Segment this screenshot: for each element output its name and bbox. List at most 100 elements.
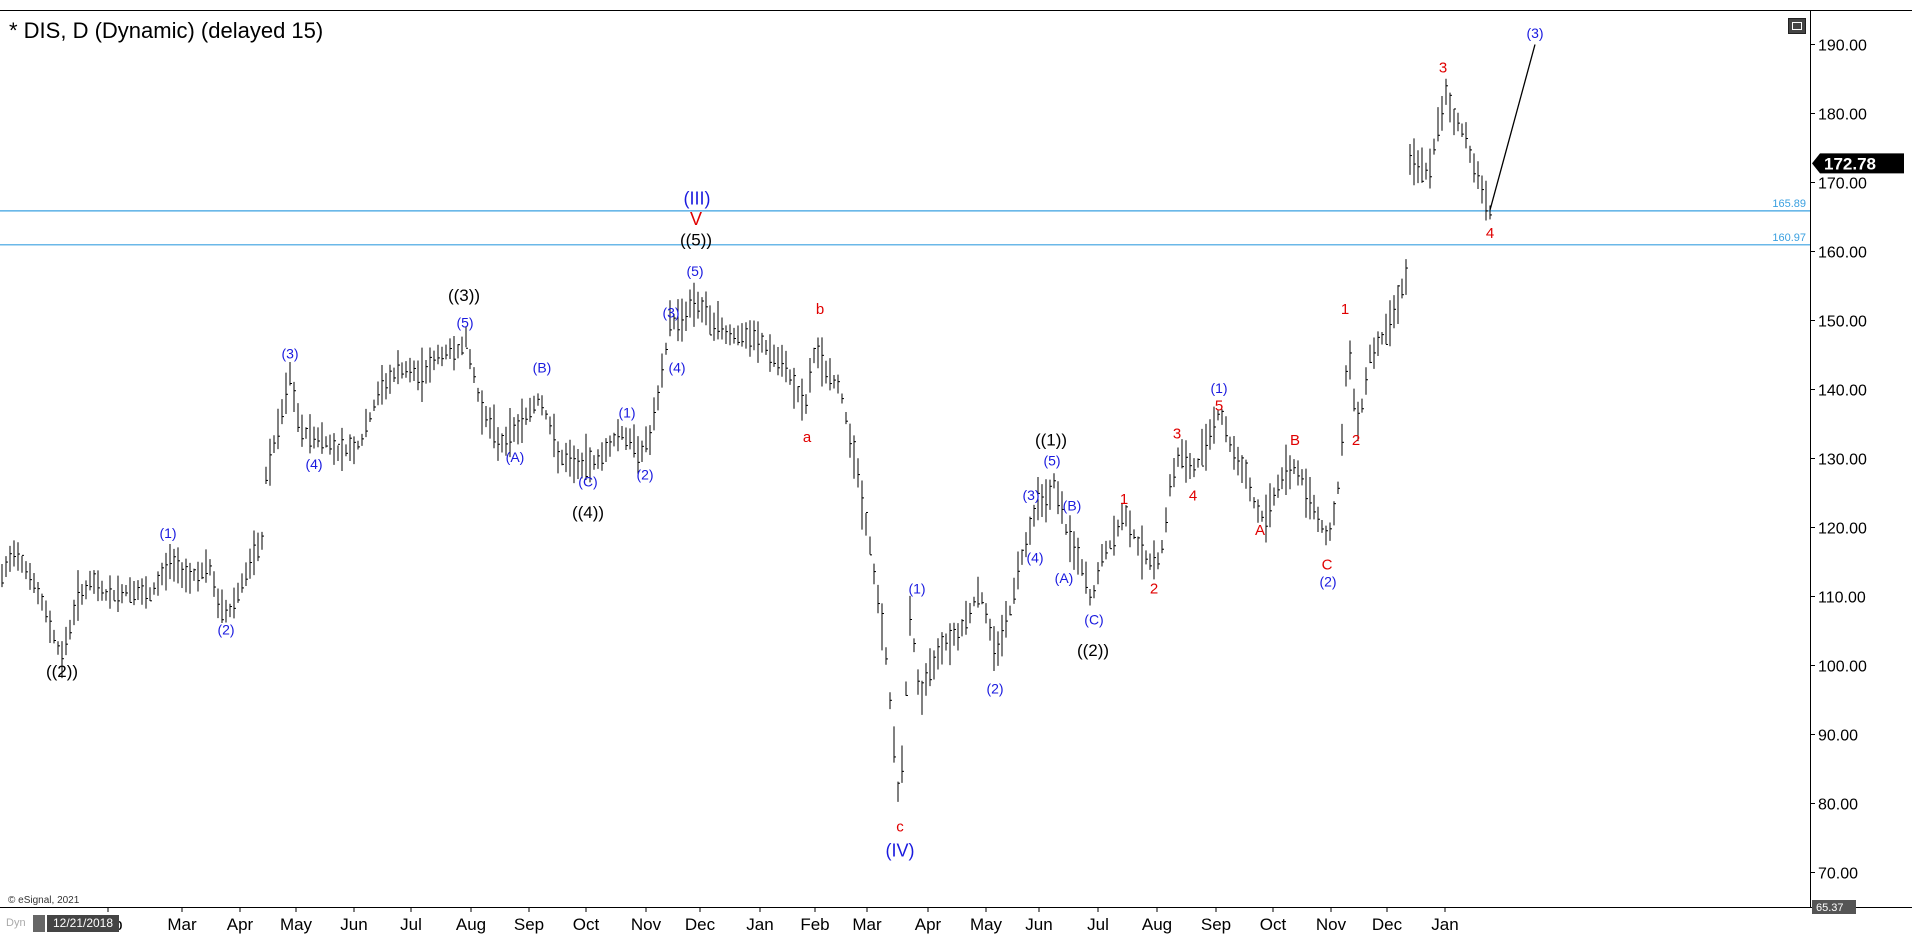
- wave-label: 3: [1173, 425, 1181, 442]
- wave-label: V: [690, 209, 702, 229]
- x-tick-label: Jun: [1025, 915, 1052, 934]
- wave-label: (3): [281, 346, 298, 362]
- y-tick-label: 190.00: [1818, 38, 1867, 55]
- y-tick-label: 150.00: [1818, 314, 1867, 331]
- wave-label: ((1)): [1035, 431, 1067, 450]
- wave-label: C: [1322, 556, 1333, 573]
- wave-label: (C): [1084, 611, 1103, 627]
- x-tick-label: Mar: [852, 915, 882, 934]
- wave-label: ((2)): [46, 662, 78, 681]
- dyn-label: Dyn: [6, 917, 26, 929]
- calendar-icon[interactable]: [33, 915, 45, 932]
- wave-label: A: [1255, 522, 1265, 539]
- wave-label: (3): [662, 304, 679, 320]
- wave-label: (3): [1526, 25, 1543, 41]
- y-tick-label: 160.00: [1818, 245, 1867, 262]
- wave-label: a: [803, 429, 812, 446]
- x-tick-label: Oct: [1260, 915, 1287, 934]
- y-tick-label: 140.00: [1818, 383, 1867, 400]
- y-tick-label: 120.00: [1818, 521, 1867, 538]
- wave-label: 5: [1215, 398, 1223, 415]
- maximize-icon[interactable]: [1788, 18, 1806, 34]
- wave-label: (A): [506, 449, 525, 465]
- x-tick-label: Nov: [631, 915, 662, 934]
- wave-label: c: [896, 819, 904, 836]
- min-price-label: 65.37: [1816, 902, 1844, 914]
- y-tick-label: 70.00: [1818, 866, 1858, 883]
- wave-label: (B): [533, 360, 552, 376]
- copyright-text: © eSignal, 2021: [8, 895, 80, 906]
- x-tick-label: Sep: [1201, 915, 1231, 934]
- y-tick-label: 180.00: [1818, 107, 1867, 124]
- wave-label: 1: [1120, 491, 1128, 508]
- y-tick-label: 130.00: [1818, 452, 1867, 469]
- x-tick-label: Feb: [800, 915, 829, 934]
- x-tick-label: May: [970, 915, 1003, 934]
- level-label: 165.89: [1772, 198, 1806, 210]
- wave-label: B: [1290, 432, 1300, 449]
- last-price-label: 172.78: [1824, 154, 1876, 173]
- wave-label: (5): [1043, 453, 1060, 469]
- min-price-box: [1812, 900, 1856, 914]
- wave-label: b: [816, 301, 824, 318]
- y-tick-label: 90.00: [1818, 728, 1858, 745]
- wave-label: (4): [1026, 549, 1043, 565]
- wave-label: ((2)): [1077, 641, 1109, 660]
- wave-label: (1): [618, 404, 635, 420]
- wave-label: (2): [986, 680, 1003, 696]
- projection-line: [1489, 44, 1536, 211]
- wave-label: 4: [1486, 225, 1494, 242]
- chart-title: * DIS, D (Dynamic) (delayed 15): [9, 18, 324, 43]
- x-tick-label: Aug: [456, 915, 486, 934]
- wave-label: (III): [684, 189, 711, 209]
- wave-label: 3: [1439, 60, 1447, 77]
- y-tick-label: 100.00: [1818, 659, 1867, 676]
- wave-label: 2: [1352, 432, 1360, 449]
- wave-label: ((5)): [680, 231, 712, 250]
- wave-label: 1: [1341, 301, 1349, 318]
- wave-label: ((3)): [448, 286, 480, 305]
- wave-label: (1): [1210, 380, 1227, 396]
- x-tick-label: Dec: [685, 915, 716, 934]
- x-tick-label: Jan: [746, 915, 773, 934]
- x-tick-label: Jan: [1431, 915, 1458, 934]
- x-tick-label: Oct: [573, 915, 600, 934]
- wave-label: (A): [1055, 570, 1074, 586]
- x-tick-label: Apr: [227, 915, 254, 934]
- y-tick-label: 80.00: [1818, 797, 1858, 814]
- wave-label: (3): [1022, 487, 1039, 503]
- wave-label: ((4)): [572, 503, 604, 522]
- wave-label: (2): [636, 466, 653, 482]
- wave-label: (2): [217, 622, 234, 638]
- wave-label: (5): [686, 263, 703, 279]
- last-price-box: [1812, 153, 1904, 174]
- wave-label: (4): [305, 456, 322, 472]
- wave-label: (IV): [886, 841, 915, 861]
- x-tick-label: Jul: [400, 915, 422, 934]
- wave-label: (4): [668, 360, 685, 376]
- x-tick-label: Dec: [1372, 915, 1403, 934]
- wave-label: (C): [578, 473, 597, 489]
- x-tick-label: Jul: [1087, 915, 1109, 934]
- wave-label: (1): [159, 525, 176, 541]
- wave-label: (5): [456, 315, 473, 331]
- wave-label: 4: [1189, 487, 1197, 504]
- wave-label: (2): [1319, 573, 1336, 589]
- y-tick-label: 170.00: [1818, 176, 1867, 193]
- wave-label: (1): [908, 580, 925, 596]
- x-tick-label: Nov: [1316, 915, 1347, 934]
- y-tick-label: 110.00: [1818, 590, 1866, 607]
- x-tick-label: May: [280, 915, 313, 934]
- wave-label: 2: [1150, 581, 1158, 598]
- x-tick-label: Jun: [340, 915, 367, 934]
- level-label: 160.97: [1772, 232, 1806, 244]
- x-tick-label: Aug: [1142, 915, 1172, 934]
- date-stamp[interactable]: 12/21/2018: [47, 915, 119, 932]
- x-tick-label: Mar: [167, 915, 197, 934]
- x-tick-label: Apr: [915, 915, 942, 934]
- wave-label: (B): [1063, 498, 1082, 514]
- x-tick-label: Sep: [514, 915, 544, 934]
